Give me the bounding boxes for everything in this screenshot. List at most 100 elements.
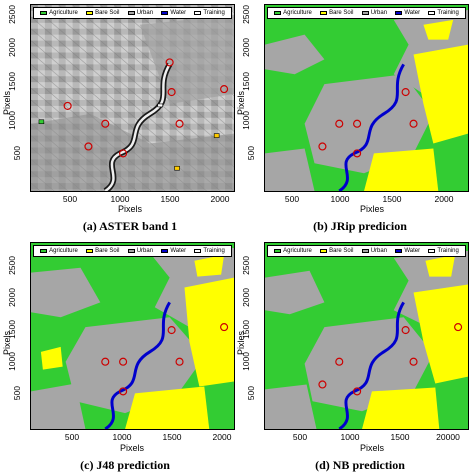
legend-label: Bare Soil bbox=[329, 248, 354, 254]
legend-label: Training bbox=[437, 248, 459, 254]
bare-soil-swatch bbox=[320, 249, 328, 253]
jrip-prediction-map: Agriculture Bare Soil Urban Water Traini… bbox=[264, 4, 469, 192]
legend-water: Water bbox=[161, 248, 186, 254]
y-axis-label: Pixles bbox=[236, 330, 246, 355]
water-swatch bbox=[161, 249, 169, 253]
water-swatch bbox=[395, 249, 403, 253]
nb-prediction-map: Agriculture Bare Soil Urban Water Traini… bbox=[264, 242, 469, 430]
legend-label: Agriculture bbox=[49, 10, 78, 16]
agriculture-swatch bbox=[40, 11, 48, 15]
legend-label: Water bbox=[404, 248, 421, 254]
urban-swatch bbox=[361, 11, 369, 15]
j48-prediction-map: Agriculture Bare Soil Urban Water Traini… bbox=[30, 242, 235, 430]
grayscale-image bbox=[31, 5, 234, 191]
legend-label: Water bbox=[170, 10, 187, 16]
x-tick: 1500 bbox=[160, 194, 180, 204]
training-swatch bbox=[428, 249, 436, 253]
legend-label: Bare Soil bbox=[95, 10, 120, 16]
urban-swatch bbox=[127, 249, 135, 253]
legend-bare-soil: Bare Soil bbox=[86, 248, 119, 254]
caption-c: (c) J48 prediction bbox=[80, 458, 170, 472]
legend-label: Agriculture bbox=[283, 248, 312, 254]
y-tick: 500 bbox=[12, 386, 22, 401]
y-tick: 500 bbox=[12, 146, 22, 161]
legend-bare-soil: Bare Soil bbox=[320, 10, 353, 16]
x-tick: 1500 bbox=[390, 432, 410, 442]
y-tick: 2000 bbox=[241, 288, 251, 307]
legend-agriculture: Agriculture bbox=[274, 248, 312, 254]
legend-label: Urban bbox=[370, 248, 388, 254]
y-tick: 2000 bbox=[7, 288, 17, 307]
legend-urban: Urban bbox=[127, 248, 154, 254]
bare-soil-swatch bbox=[320, 11, 328, 15]
y-axis-label: Pixels bbox=[2, 90, 12, 115]
legend-water: Water bbox=[395, 248, 420, 254]
legend-label: Urban bbox=[370, 10, 388, 16]
x-tick: 500 bbox=[62, 194, 78, 204]
x-tick: 500 bbox=[284, 194, 300, 204]
legend-bare-soil: Bare Soil bbox=[86, 10, 119, 16]
training-swatch bbox=[194, 249, 202, 253]
bare-soil-swatch bbox=[86, 249, 94, 253]
x-tick: 500 bbox=[64, 432, 80, 442]
legend: Agriculture Bare Soil Urban Water Traini… bbox=[33, 245, 232, 257]
urban-swatch bbox=[361, 249, 369, 253]
caption-a: (a) ASTER band 1 bbox=[82, 219, 178, 233]
x-axis-label: Pixles bbox=[359, 204, 385, 214]
legend-water: Water bbox=[161, 10, 186, 16]
legend-agriculture: Agriculture bbox=[40, 10, 78, 16]
y-tick: 2500 bbox=[241, 256, 251, 275]
legend: Agriculture Bare Soil Urban Water Traini… bbox=[267, 7, 466, 19]
urban-swatch bbox=[127, 11, 135, 15]
water-swatch bbox=[395, 11, 403, 15]
legend-label: Urban bbox=[136, 10, 154, 16]
y-tick: 2000 bbox=[7, 38, 17, 57]
x-tick: 1500 bbox=[162, 432, 182, 442]
legend-training: Training bbox=[194, 10, 225, 16]
y-tick: 1500 bbox=[241, 72, 251, 91]
x-tick: 1000 bbox=[110, 194, 130, 204]
training-swatch bbox=[194, 11, 202, 15]
y-tick: 2500 bbox=[7, 5, 17, 24]
x-tick: 2000 bbox=[212, 432, 232, 442]
legend-label: Water bbox=[404, 10, 421, 16]
x-tick: 500 bbox=[292, 432, 308, 442]
agriculture-swatch bbox=[274, 11, 282, 15]
legend-bare-soil: Bare Soil bbox=[320, 248, 353, 254]
legend-label: Training bbox=[437, 10, 459, 16]
water-swatch bbox=[161, 11, 169, 15]
legend-urban: Urban bbox=[361, 10, 388, 16]
legend: Agriculture Bare Soil Urban Water Traini… bbox=[267, 245, 466, 257]
y-tick: 2500 bbox=[7, 256, 17, 275]
legend-label: Water bbox=[170, 248, 187, 254]
aster-band1-map: Agriculture Bare Soil Urban Water Traini… bbox=[30, 4, 235, 192]
caption-b: (b) JRip predicion bbox=[313, 219, 407, 233]
agriculture-swatch bbox=[274, 249, 282, 253]
legend-training: Training bbox=[428, 10, 459, 16]
x-tick: 1000 bbox=[330, 194, 350, 204]
legend-training: Training bbox=[428, 248, 459, 254]
legend-agriculture: Agriculture bbox=[40, 248, 78, 254]
y-tick: 1500 bbox=[7, 72, 17, 91]
legend-label: Bare Soil bbox=[95, 248, 120, 254]
legend-urban: Urban bbox=[127, 10, 154, 16]
agriculture-swatch bbox=[40, 249, 48, 253]
legend: Agriculture Bare Soil Urban Water Traini… bbox=[33, 7, 232, 19]
training-swatch bbox=[428, 11, 436, 15]
y-axis-label: Pixels bbox=[236, 90, 246, 115]
x-axis-label: Pixels bbox=[117, 204, 143, 214]
x-axis-label: Pixels bbox=[119, 443, 145, 453]
x-tick: 1000 bbox=[112, 432, 132, 442]
y-axis-label: Pixels bbox=[2, 330, 12, 355]
bare-soil-swatch bbox=[86, 11, 94, 15]
y-tick: 2000 bbox=[241, 38, 251, 57]
legend-label: Training bbox=[203, 248, 225, 254]
y-tick: 2500 bbox=[241, 5, 251, 24]
x-tick: 2000 bbox=[210, 194, 230, 204]
x-axis-label: Pixels bbox=[359, 443, 385, 453]
legend-label: Agriculture bbox=[283, 10, 312, 16]
legend-agriculture: Agriculture bbox=[274, 10, 312, 16]
x-tick: 20000 bbox=[436, 432, 460, 442]
legend-water: Water bbox=[395, 10, 420, 16]
legend-label: Urban bbox=[136, 248, 154, 254]
